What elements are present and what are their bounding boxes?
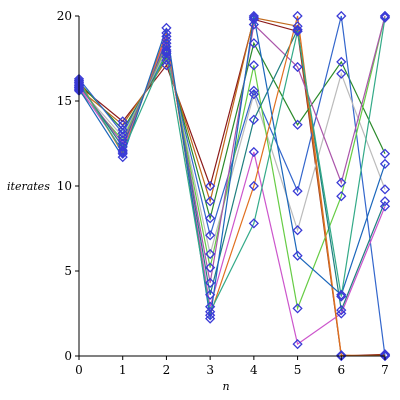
y-tick-label-10: 10 [57, 179, 72, 193]
series-layer [78, 15, 386, 357]
x-tick-label-2: 2 [163, 363, 171, 377]
data-point-s7-n3 [205, 277, 216, 289]
data-point-s3-n1 [117, 124, 128, 136]
x-tick-label-6: 6 [337, 363, 345, 377]
data-point-s3-n3 [205, 213, 216, 224]
data-point-s7-n5 [292, 61, 303, 73]
data-point-s5-n5 [292, 225, 303, 236]
data-point-s9-n7 [379, 201, 391, 212]
data-point-s9-n6 [336, 308, 347, 319]
data-point-s10-n7 [379, 350, 391, 362]
series-line-9 [78, 34, 386, 346]
data-point-s12-n2 [161, 46, 172, 57]
data-point-s5-n7 [379, 184, 391, 195]
series-line-1 [78, 18, 386, 357]
marker-layer [73, 10, 391, 362]
axes: 0 1 2 3 4 5 6 7 0 5 10 15 20 [57, 9, 389, 377]
series-line-8 [78, 27, 386, 313]
series-line-4 [78, 15, 386, 357]
series-line-11 [78, 15, 386, 319]
data-point-s10-n2 [161, 27, 172, 39]
y-tick-label-15: 15 [57, 94, 72, 108]
y-tick-label-0: 0 [64, 349, 72, 363]
data-point-s11-n4 [248, 10, 259, 22]
data-point-s5-n4 [248, 89, 259, 100]
data-point-s4-n5 [292, 185, 303, 197]
data-point-s4-n4 [248, 85, 259, 96]
data-point-s3-n6 [336, 56, 347, 68]
data-point-s11-n5 [292, 250, 303, 261]
data-point-s1-n3 [205, 180, 216, 192]
data-point-s6-n3 [205, 262, 216, 273]
y-tick-label-5: 5 [64, 264, 72, 278]
data-point-s3-n4 [248, 38, 259, 49]
data-point-s6-n5 [292, 303, 303, 314]
data-point-s1-n2 [161, 60, 172, 71]
data-point-s3-n7 [379, 148, 391, 159]
data-point-s10-n1 [117, 148, 128, 159]
data-point-s8-n4 [248, 114, 259, 125]
data-point-s11-n7 [379, 158, 391, 170]
data-point-s10-n4 [248, 180, 259, 192]
data-point-s6-n6 [336, 191, 347, 202]
x-tick-label-3: 3 [206, 363, 214, 377]
series-line-3 [78, 41, 386, 221]
data-point-s11-n3 [205, 313, 216, 324]
data-point-s9-n1 [117, 145, 128, 156]
data-point-s11-n1 [117, 151, 128, 163]
data-point-s8-n7 [379, 196, 391, 207]
data-point-s12-n7 [379, 12, 391, 23]
x-tick-label-5: 5 [294, 363, 302, 377]
x-axis-label: n [222, 380, 229, 393]
x-tick-label-7: 7 [381, 363, 389, 377]
data-point-s8-n3 [205, 289, 216, 300]
data-point-s12-n5 [292, 26, 303, 37]
series-line-7 [78, 15, 386, 284]
data-point-s8-n6 [336, 304, 347, 316]
data-point-s12-n1 [117, 146, 128, 158]
data-point-s2-n3 [205, 196, 216, 207]
series-line-12 [78, 17, 386, 314]
data-point-s12-n6 [336, 291, 347, 302]
data-point-s8-n5 [292, 24, 303, 35]
data-point-s6-n4 [248, 60, 259, 71]
data-point-s12-n4 [248, 218, 259, 229]
data-point-s12-n3 [205, 306, 216, 317]
x-tick-label-0: 0 [75, 363, 83, 377]
series-line-2 [78, 17, 386, 357]
data-point-s4-n1 [117, 128, 128, 139]
series-line-5 [78, 48, 386, 255]
x-tick-label-4: 4 [250, 363, 258, 377]
data-point-s9-n5 [292, 338, 303, 350]
data-point-s5-n3 [205, 248, 216, 260]
x-tick-label-1: 1 [119, 363, 127, 377]
data-point-s5-n6 [336, 68, 347, 79]
data-point-s8-n1 [117, 141, 128, 153]
data-point-s7-n6 [336, 177, 347, 188]
data-point-s2-n5 [292, 21, 303, 32]
data-point-s7-n7 [379, 10, 391, 22]
series-line-10 [78, 15, 386, 357]
y-axis-label: iterates [7, 180, 50, 193]
data-point-s11-n2 [161, 22, 172, 34]
data-point-s7-n4 [248, 19, 259, 30]
data-point-s2-n4 [248, 12, 259, 23]
data-point-s6-n1 [117, 134, 128, 146]
data-point-s10-n5 [292, 10, 303, 22]
y-tick-label-20: 20 [57, 9, 72, 23]
data-point-s3-n5 [292, 119, 303, 130]
data-point-s5-n1 [117, 131, 128, 142]
data-point-s11-n6 [336, 289, 347, 300]
data-point-s9-n4 [248, 146, 259, 158]
data-point-s4-n6 [336, 10, 347, 22]
data-point-s4-n3 [205, 230, 216, 241]
